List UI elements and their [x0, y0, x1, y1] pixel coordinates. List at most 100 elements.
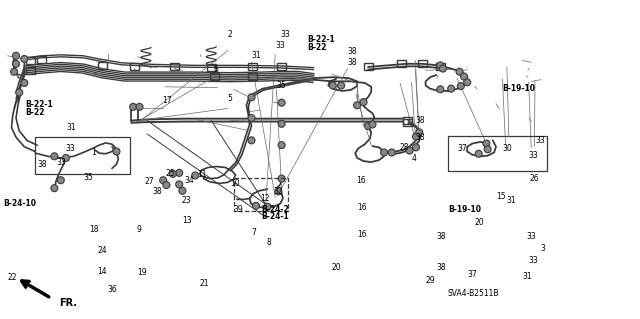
- Circle shape: [130, 103, 136, 110]
- Text: 14: 14: [97, 267, 107, 276]
- Circle shape: [21, 79, 28, 86]
- Text: B-19-10: B-19-10: [502, 84, 536, 93]
- Circle shape: [476, 150, 482, 157]
- Circle shape: [16, 89, 22, 96]
- Circle shape: [484, 146, 491, 153]
- Text: 38: 38: [152, 187, 162, 196]
- Text: 20: 20: [332, 263, 341, 272]
- Circle shape: [365, 122, 371, 130]
- Circle shape: [406, 147, 413, 154]
- Text: B-22: B-22: [307, 43, 326, 52]
- Circle shape: [413, 133, 419, 140]
- Circle shape: [461, 73, 467, 80]
- Circle shape: [51, 185, 58, 192]
- Circle shape: [437, 62, 444, 69]
- Text: 16: 16: [357, 230, 367, 239]
- Text: 3: 3: [541, 244, 546, 253]
- Circle shape: [278, 175, 285, 182]
- Text: 12: 12: [260, 194, 269, 203]
- Text: 31: 31: [507, 196, 516, 205]
- Circle shape: [360, 99, 367, 106]
- Text: 22: 22: [8, 273, 17, 282]
- Text: 15: 15: [496, 192, 506, 201]
- Circle shape: [11, 68, 17, 75]
- Text: 9: 9: [136, 225, 141, 234]
- Text: 8: 8: [266, 238, 271, 247]
- Text: 26: 26: [529, 174, 539, 182]
- Text: 6: 6: [214, 65, 219, 74]
- Bar: [234, 178, 288, 211]
- Circle shape: [248, 94, 255, 101]
- Text: 16: 16: [357, 203, 367, 212]
- Circle shape: [330, 82, 336, 89]
- Circle shape: [416, 129, 422, 136]
- Text: 13: 13: [182, 216, 192, 225]
- Text: FR.: FR.: [59, 298, 77, 308]
- Circle shape: [253, 202, 259, 209]
- Text: 38: 38: [37, 160, 47, 169]
- Text: 21: 21: [200, 279, 209, 288]
- Bar: [248, 63, 257, 70]
- Bar: [26, 57, 35, 64]
- Circle shape: [413, 144, 419, 151]
- Text: 33: 33: [275, 41, 285, 50]
- Text: B-22: B-22: [26, 108, 45, 117]
- Circle shape: [278, 120, 285, 127]
- Circle shape: [483, 140, 490, 147]
- Text: 24: 24: [97, 246, 107, 255]
- Bar: [418, 60, 427, 67]
- Bar: [448, 136, 547, 171]
- Text: 23: 23: [181, 197, 191, 205]
- Bar: [248, 73, 257, 80]
- Circle shape: [278, 142, 285, 149]
- Bar: [98, 62, 107, 69]
- Text: 37: 37: [467, 270, 477, 279]
- Circle shape: [264, 203, 271, 210]
- Circle shape: [192, 172, 198, 179]
- Text: B-22-1: B-22-1: [307, 35, 335, 44]
- Text: 38: 38: [415, 133, 425, 142]
- Circle shape: [113, 148, 120, 155]
- Bar: [207, 64, 216, 71]
- Text: 38: 38: [436, 263, 446, 272]
- Text: 35: 35: [83, 173, 93, 182]
- Text: B-19-10: B-19-10: [448, 205, 481, 214]
- Text: 7: 7: [252, 228, 257, 237]
- Bar: [364, 63, 372, 70]
- Text: B-22-1: B-22-1: [26, 100, 53, 109]
- Circle shape: [63, 154, 69, 161]
- Text: B-24-1: B-24-1: [261, 212, 289, 221]
- Circle shape: [338, 82, 344, 89]
- Circle shape: [13, 60, 19, 67]
- Text: 33: 33: [56, 158, 66, 167]
- Bar: [35, 137, 130, 174]
- Circle shape: [464, 79, 470, 86]
- Text: 2: 2: [228, 30, 232, 39]
- Text: 36: 36: [108, 285, 117, 294]
- Circle shape: [456, 68, 463, 75]
- Text: 33: 33: [526, 232, 536, 241]
- Circle shape: [51, 153, 58, 160]
- Circle shape: [21, 56, 28, 63]
- Circle shape: [354, 102, 360, 109]
- Text: 10: 10: [230, 179, 240, 188]
- Circle shape: [179, 187, 186, 194]
- Text: SVA4-B2511B: SVA4-B2511B: [448, 289, 499, 298]
- Text: 38: 38: [436, 232, 446, 241]
- Text: 32: 32: [273, 187, 283, 196]
- Bar: [37, 56, 46, 63]
- Bar: [130, 63, 139, 70]
- Text: 39: 39: [234, 205, 243, 214]
- Circle shape: [176, 169, 182, 176]
- Circle shape: [160, 177, 166, 184]
- Text: 37: 37: [457, 144, 467, 152]
- Bar: [397, 60, 406, 67]
- Text: 31: 31: [66, 123, 76, 132]
- Text: 4: 4: [412, 154, 417, 163]
- Circle shape: [440, 65, 446, 72]
- Text: 28: 28: [400, 143, 410, 152]
- Text: 1: 1: [92, 148, 96, 157]
- Circle shape: [437, 86, 444, 93]
- Text: 27: 27: [145, 177, 154, 186]
- Text: 5: 5: [228, 94, 233, 103]
